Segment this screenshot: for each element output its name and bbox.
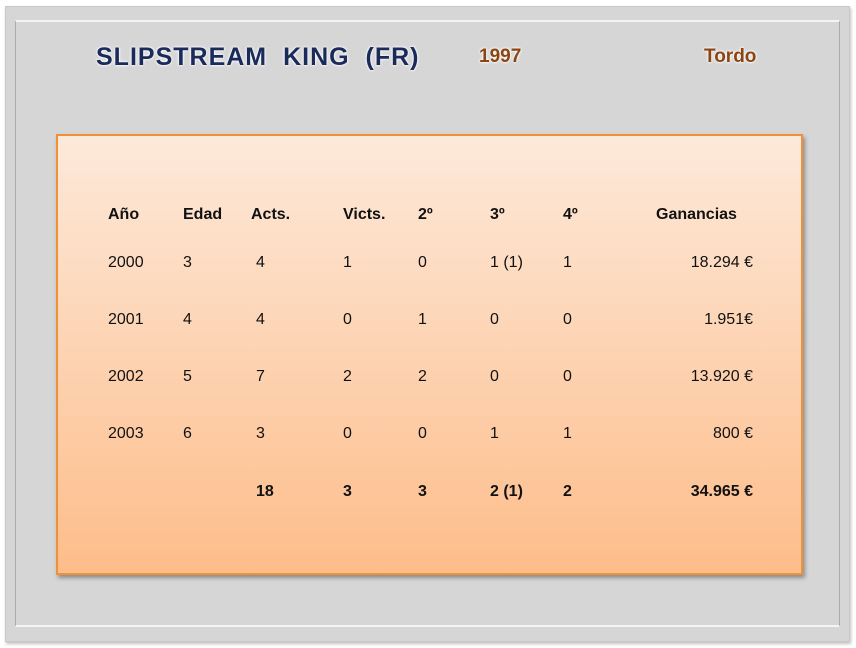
table-cell: 1.951€: [704, 311, 753, 328]
column-header: Victs.: [343, 206, 386, 223]
table-cell: 3: [183, 254, 192, 271]
table-cell: 0: [490, 368, 499, 385]
table-cell: 800 €: [712, 425, 753, 442]
table-cell: 6: [183, 425, 192, 442]
results-panel: [56, 134, 803, 575]
table-cell: 0: [418, 254, 427, 271]
coat-color: Tordo: [704, 46, 757, 67]
table-cell: 2: [343, 368, 352, 385]
total-cell: 3: [343, 483, 352, 500]
table-cell: 13.920 €: [690, 368, 753, 385]
column-header: 4º: [563, 206, 578, 223]
table-cell: 0: [343, 311, 352, 328]
table-cell: 2: [418, 368, 427, 385]
column-header: 2º: [418, 206, 433, 223]
horse-name: SLIPSTREAM KING (FR): [96, 43, 420, 71]
total-cell: 18: [256, 483, 274, 500]
table-cell: 5: [183, 368, 192, 385]
table-cell: 0: [563, 368, 572, 385]
column-header: Año: [108, 206, 140, 223]
table-cell: 18.294 €: [690, 254, 753, 271]
table-cell: 2003: [108, 425, 144, 442]
table-cell: 4: [256, 311, 265, 328]
column-header: Edad: [183, 206, 223, 223]
table-cell: 0: [563, 311, 572, 328]
table-cell: 0: [418, 425, 427, 442]
column-header: Ganancias: [656, 206, 737, 223]
table-cell: 1: [343, 254, 352, 271]
table-cell: 7: [256, 368, 265, 385]
table-cell: 3: [256, 425, 265, 442]
birth-year: 1997: [479, 46, 522, 67]
table-cell: 2001: [108, 311, 144, 328]
table-cell: 4: [256, 254, 265, 271]
table-cell: 1: [490, 425, 499, 442]
total-cell: 2 (1): [490, 483, 523, 500]
total-cell: 2: [563, 483, 572, 500]
column-header: Acts.: [251, 206, 291, 223]
total-cell: 34.965 €: [690, 483, 753, 500]
table-cell: 1: [418, 311, 427, 328]
table-cell: 2000: [108, 254, 144, 271]
total-cell: 3: [418, 483, 427, 500]
table-cell: 4: [183, 311, 192, 328]
table-cell: 1 (1): [490, 254, 523, 271]
column-header: 3º: [490, 206, 505, 223]
table-cell: 1: [563, 425, 572, 442]
table-cell: 0: [343, 425, 352, 442]
table-cell: 2002: [108, 368, 144, 385]
card-inner-bevel: [15, 20, 840, 627]
table-cell: 1: [563, 254, 572, 271]
table-cell: 0: [490, 311, 499, 328]
